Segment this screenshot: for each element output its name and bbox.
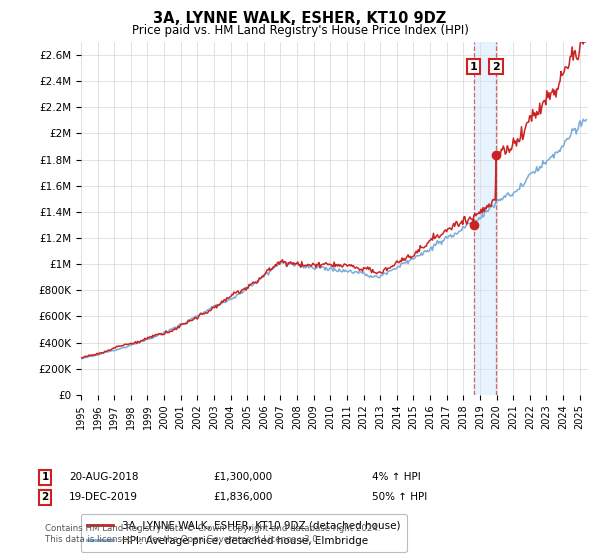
Text: 20-AUG-2018: 20-AUG-2018 (69, 472, 139, 482)
Text: 4% ↑ HPI: 4% ↑ HPI (372, 472, 421, 482)
Text: This data is licensed under the Open Government Licence v3.0.: This data is licensed under the Open Gov… (45, 535, 320, 544)
Legend: 3A, LYNNE WALK, ESHER, KT10 9DZ (detached house), HPI: Average price, detached h: 3A, LYNNE WALK, ESHER, KT10 9DZ (detache… (81, 514, 407, 552)
Text: 50% ↑ HPI: 50% ↑ HPI (372, 492, 427, 502)
Text: Contains HM Land Registry data © Crown copyright and database right 2024.: Contains HM Land Registry data © Crown c… (45, 524, 380, 533)
Text: £1,300,000: £1,300,000 (213, 472, 272, 482)
Text: 3A, LYNNE WALK, ESHER, KT10 9DZ: 3A, LYNNE WALK, ESHER, KT10 9DZ (154, 11, 446, 26)
Text: 19-DEC-2019: 19-DEC-2019 (69, 492, 138, 502)
Text: 1: 1 (41, 472, 49, 482)
Bar (474, 42, 496, 395)
Text: Price paid vs. HM Land Registry's House Price Index (HPI): Price paid vs. HM Land Registry's House … (131, 24, 469, 36)
Text: 2: 2 (492, 62, 500, 72)
Text: 2: 2 (41, 492, 49, 502)
Text: £1,836,000: £1,836,000 (213, 492, 272, 502)
Text: 1: 1 (470, 62, 478, 72)
